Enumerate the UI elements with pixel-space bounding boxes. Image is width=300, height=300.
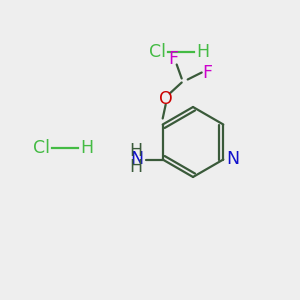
Text: O: O xyxy=(159,89,172,107)
Text: F: F xyxy=(169,50,179,68)
Text: F: F xyxy=(203,64,213,82)
Text: N: N xyxy=(130,151,144,169)
Text: Cl: Cl xyxy=(149,43,166,61)
Text: N: N xyxy=(226,151,239,169)
Text: H: H xyxy=(196,43,209,61)
Text: H: H xyxy=(129,142,142,160)
Text: H: H xyxy=(80,139,93,157)
Text: Cl: Cl xyxy=(33,139,50,157)
Text: H: H xyxy=(129,158,142,176)
